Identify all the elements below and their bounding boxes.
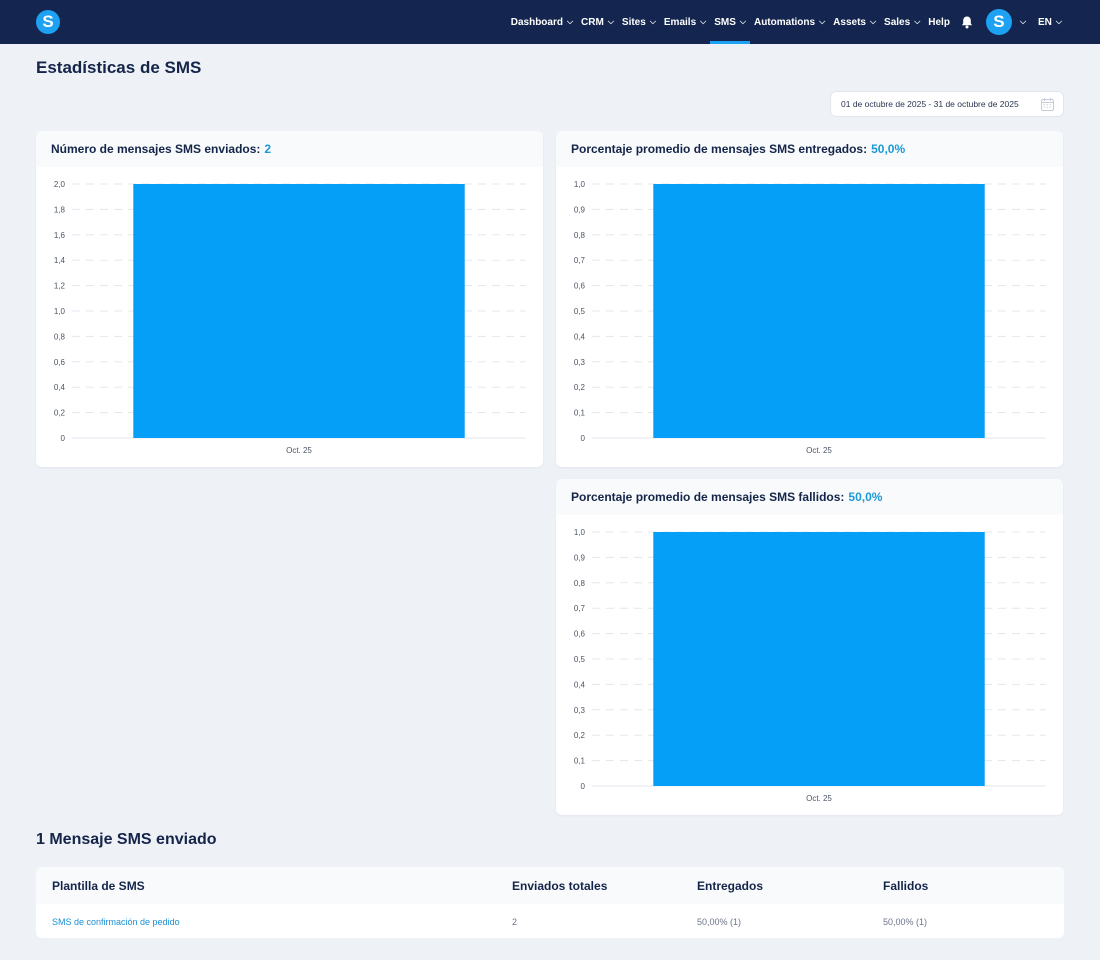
column-header-total: Enviados totales [512, 879, 608, 893]
y-tick-label: 1,0 [574, 180, 586, 189]
delivered-bar-chart: 0 0,1 0,2 0,3 0,4 0,5 0,6 0,7 0,8 0,9 1,0 Oct. 25 [574, 180, 1046, 455]
nav-item-sms[interactable]: SMS ⌵ [710, 0, 750, 44]
y-tick-label: 0,8 [574, 579, 586, 588]
y-tick-label: 0,5 [574, 307, 586, 316]
y-tick-label: 0,2 [574, 383, 586, 392]
y-tick-label: 0,6 [574, 282, 586, 291]
page-title: Estadísticas de SMS [36, 58, 202, 77]
card-value: 50,0% [871, 142, 906, 156]
nav-item-emails[interactable]: Emails ⌵ [663, 16, 707, 28]
y-tick-label: 1,2 [54, 282, 66, 291]
app-logo[interactable]: S [36, 10, 60, 34]
failed-bar-chart: 0 0,1 0,2 0,3 0,4 0,5 0,6 0,7 0,8 0,9 1,0 Oct. 25 [574, 528, 1046, 803]
x-tick-label: Oct. 25 [806, 446, 832, 455]
bar [653, 532, 985, 786]
column-header-failed: Fallidos [883, 879, 929, 893]
chevron-down-icon: ⌵ [649, 17, 656, 26]
y-tick-label: 1,4 [54, 256, 66, 265]
total-sent-cell: 2 [512, 917, 518, 927]
y-tick-label: 0,3 [574, 706, 586, 715]
failed-cell: 50,00% (1) [883, 917, 928, 927]
language-selector[interactable]: EN ⌵ [1038, 16, 1062, 28]
avatar-menu-toggle[interactable]: ⌵ [1012, 0, 1030, 44]
y-tick-label: 0,1 [574, 409, 586, 418]
template-link[interactable]: SMS de confirmación de pedido [52, 917, 180, 927]
calendar-icon [1041, 98, 1054, 111]
chevron-down-icon: ⌵ [869, 17, 877, 26]
nav-menu: Dashboard ⌵ CRM ⌵ Sites ⌵ Emails ⌵ SMS ⌵ Auto… [507, 0, 1066, 44]
failed-stats-card: Porcentaje promedio de mensajes SMS fall… [556, 479, 1063, 815]
chevron-down-icon: ⌵ [607, 17, 614, 26]
y-tick-label: 0,1 [574, 757, 586, 766]
nav-item-sales[interactable]: Sales ⌵ [884, 16, 921, 28]
avatar[interactable]: S [985, 9, 1012, 35]
y-tick-label: 1,6 [54, 231, 66, 240]
y-tick-label: 0 [581, 434, 586, 443]
x-tick-label: Oct. 25 [806, 794, 832, 803]
chevron-down-icon: ⌵ [566, 17, 574, 26]
y-tick-label: 0,7 [574, 604, 586, 613]
y-tick-label: 0,8 [574, 231, 586, 240]
card-title: Porcentaje promedio de mensajes SMS fall… [571, 490, 845, 504]
y-tick-label: 0 [581, 782, 586, 791]
date-range-picker[interactable]: 01 de octubre de 2025 - 31 de octubre de… [830, 91, 1064, 117]
messages-table: Plantilla de SMS Enviados totales Entreg… [36, 867, 1064, 938]
y-tick-label: 1,0 [54, 307, 66, 316]
y-tick-label: 0,8 [54, 332, 66, 341]
y-tick-label: 0 [61, 434, 66, 443]
y-tick-label: 0,2 [574, 731, 586, 740]
chevron-down-icon: ⌵ [739, 17, 746, 26]
y-tick-label: 0,7 [574, 256, 586, 265]
nav-item-automations[interactable]: Automations ⌵ [753, 16, 826, 28]
bell-icon[interactable] [958, 0, 976, 44]
y-tick-label: 0,4 [54, 383, 66, 392]
nav-item-dashboard[interactable]: Dashboard ⌵ [510, 16, 574, 28]
nav-item-crm[interactable]: CRM ⌵ [581, 16, 614, 28]
delivered-stats-card: Porcentaje promedio de mensajes SMS entr… [556, 131, 1063, 467]
chevron-down-icon: ⌵ [819, 17, 826, 26]
y-tick-label: 0,4 [574, 332, 586, 341]
chevron-down-icon: ⌵ [700, 17, 707, 26]
chevron-down-icon: ⌵ [914, 17, 921, 26]
top-navbar: S Dashboard ⌵ CRM ⌵ Sites ⌵ Emails ⌵ SMS ⌵ Au… [0, 0, 1100, 44]
delivered-cell: 50,00% (1) [697, 917, 742, 927]
bar [133, 184, 465, 438]
card-header: Número de mensajes SMS enviados: 2 [36, 131, 543, 167]
y-tick-label: 0,6 [574, 630, 586, 639]
y-tick-label: 0,6 [54, 358, 66, 367]
x-tick-label: Oct. 25 [286, 446, 312, 455]
table-header [36, 867, 1064, 904]
column-header-template: Plantilla de SMS [52, 879, 145, 893]
messages-section-title: 1 Mensaje SMS enviado [36, 831, 217, 848]
y-tick-label: 0,2 [54, 409, 66, 418]
y-tick-label: 0,9 [574, 553, 586, 562]
y-tick-label: 0,9 [574, 205, 586, 214]
date-range-text: 01 de octubre de 2025 - 31 de octubre de… [841, 99, 1019, 109]
y-tick-label: 0,5 [574, 655, 586, 664]
nav-item-assets[interactable]: Assets ⌵ [833, 16, 877, 28]
y-tick-label: 0,3 [574, 358, 586, 367]
column-header-delivered: Entregados [697, 879, 764, 893]
chevron-down-icon: ⌵ [1019, 17, 1027, 26]
y-tick-label: 2,0 [54, 180, 66, 189]
card-title: Número de mensajes SMS enviados: [51, 142, 261, 156]
bar [653, 184, 985, 438]
chevron-down-icon: ⌵ [1055, 17, 1062, 26]
card-value: 50,0% [848, 490, 883, 504]
sent-stats-card: Número de mensajes SMS enviados: 2 0 0,2 0… [36, 131, 543, 467]
card-value: 2 [264, 142, 272, 156]
sent-bar-chart: 0 0,2 0,4 0,6 0,8 1,0 1,2 1,4 1,6 1,8 2,0 Oct. 25 [54, 180, 526, 455]
card-header: Porcentaje promedio de mensajes SMS entr… [556, 131, 1063, 167]
nav-item-sites[interactable]: Sites ⌵ [621, 16, 656, 28]
card-title: Porcentaje promedio de mensajes SMS entr… [571, 142, 868, 156]
y-tick-label: 1,8 [54, 205, 66, 214]
y-tick-label: 0,4 [574, 680, 586, 689]
card-header: Porcentaje promedio de mensajes SMS fall… [556, 479, 1063, 515]
nav-item-help[interactable]: Help [928, 16, 950, 28]
y-tick-label: 1,0 [574, 528, 586, 537]
